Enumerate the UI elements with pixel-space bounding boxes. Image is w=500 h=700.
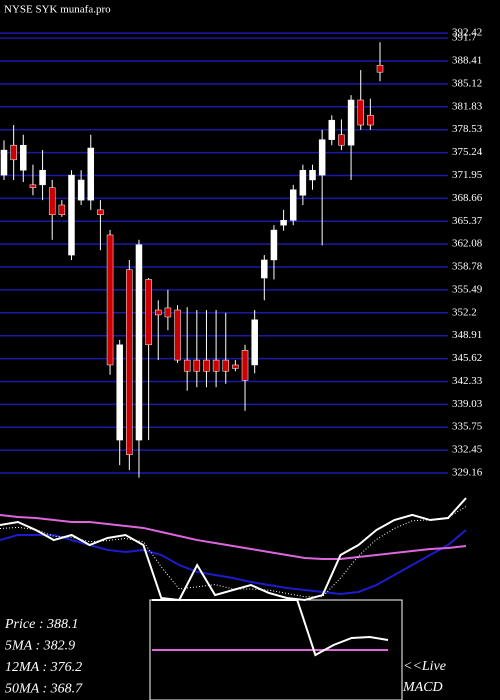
- y-tick-label: 332.45: [452, 444, 483, 456]
- y-tick-label: 339.03: [452, 398, 483, 410]
- candle-body: [299, 169, 307, 196]
- candle-body: [376, 64, 384, 73]
- candle-body: [193, 359, 201, 372]
- candle-body: [261, 259, 268, 279]
- y-tick-label: 355.49: [452, 283, 483, 295]
- y-tick-label: 345.62: [452, 352, 482, 364]
- candle-body: [357, 99, 364, 126]
- macd-line: [152, 599, 389, 657]
- candle-body: [58, 204, 66, 216]
- candle-body: [183, 359, 191, 372]
- y-tick-label: 381.83: [452, 100, 483, 112]
- candle-body: [10, 144, 17, 161]
- candle-body: [20, 144, 27, 171]
- y-tick-label: 392.42: [452, 27, 482, 39]
- candle-body: [338, 134, 345, 146]
- candle-body: [29, 184, 37, 188]
- y-tick-label: 371.95: [452, 169, 483, 181]
- y-tick-label: 368.66: [452, 192, 483, 204]
- candle-body: [87, 147, 95, 201]
- y-tick-label: 365.37: [452, 215, 483, 227]
- y-tick-label: 352.2: [452, 306, 477, 318]
- info-text: Price : 388.1: [4, 617, 78, 632]
- info-text: 12MA : 376.2: [5, 660, 82, 675]
- y-tick-label: 391.7: [452, 32, 477, 44]
- y-tick-label: 329.16: [452, 467, 483, 479]
- candle-body: [367, 115, 374, 126]
- candle-body: [77, 179, 85, 201]
- candle-body: [155, 309, 162, 316]
- live-label: <<Live: [403, 659, 446, 674]
- candle-body: [251, 319, 258, 366]
- candle-body: [39, 169, 46, 186]
- candle-body: [241, 350, 249, 381]
- candle-body: [135, 244, 143, 441]
- y-tick-label: 362.08: [452, 238, 483, 250]
- candle-body: [145, 279, 152, 346]
- macd-label: MACD: [402, 680, 443, 695]
- y-tick-label: 378.53: [452, 123, 483, 135]
- candle-body: [68, 174, 75, 256]
- candle-body: [232, 364, 239, 369]
- y-tick-label: 348.91: [452, 329, 482, 341]
- candle-body: [289, 189, 297, 221]
- candle-body: [97, 209, 104, 216]
- candle-body: [106, 234, 114, 366]
- y-tick-label: 375.24: [452, 146, 483, 158]
- candle-body: [164, 307, 172, 318]
- candle-body: [126, 269, 133, 455]
- candle-body: [280, 220, 287, 226]
- chart-title: NYSE SYK munafa.pro: [4, 4, 111, 16]
- candle-body: [309, 169, 316, 181]
- candle-body: [116, 344, 123, 441]
- candle-body: [0, 149, 8, 176]
- indicator-line: [0, 529, 467, 595]
- indicator-line: [0, 513, 467, 560]
- candle-body: [328, 119, 336, 140]
- info-text: 50MA : 368.7: [5, 682, 83, 697]
- candle-body: [270, 229, 278, 261]
- candle-body: [203, 359, 210, 372]
- indicator-line: [0, 497, 467, 602]
- y-tick-label: 335.75: [452, 421, 483, 433]
- candle-body: [318, 139, 326, 176]
- y-tick-label: 385.12: [452, 77, 482, 89]
- candle-body: [174, 309, 181, 361]
- candle-body: [48, 187, 56, 216]
- y-tick-label: 342.33: [452, 375, 483, 387]
- info-text: 5MA : 382.9: [5, 639, 75, 654]
- candle-body: [347, 99, 355, 146]
- candle-body: [222, 359, 229, 372]
- candle-body: [212, 359, 220, 372]
- y-tick-label: 358.78: [452, 261, 483, 273]
- y-tick-label: 388.41: [452, 55, 482, 67]
